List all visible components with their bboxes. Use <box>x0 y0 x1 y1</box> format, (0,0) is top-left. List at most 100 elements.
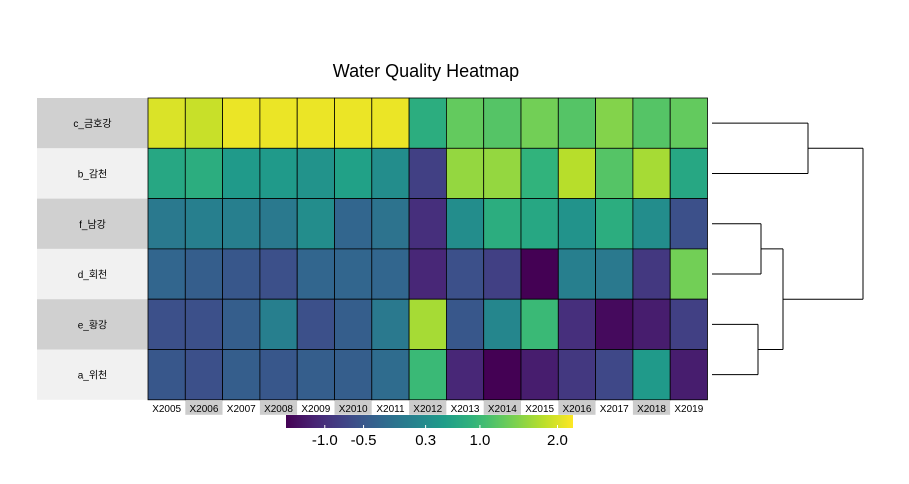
heatmap-cell <box>669 97 708 149</box>
heatmap-cell <box>595 97 634 149</box>
heatmap-cell <box>147 298 186 350</box>
column-label: X2017 <box>600 404 629 415</box>
column-label-strip <box>409 400 447 415</box>
row-label-group: c_금호강 b_감천 f_남강 d_회천 e_황강 a_위천 <box>37 98 148 400</box>
heatmap-cell <box>259 198 298 250</box>
heatmap-cell <box>296 349 335 401</box>
column-label: X2018 <box>637 404 666 415</box>
column-label: X2006 <box>189 404 218 415</box>
heatmap-cell <box>408 349 447 401</box>
heatmap-cell <box>483 198 522 250</box>
heatmap-cell <box>595 147 634 200</box>
heatmap-cell <box>334 298 373 350</box>
heatmap-cell <box>632 147 671 200</box>
column-label-strip <box>521 400 559 415</box>
heatmap-cell <box>296 298 335 350</box>
column-label: X2016 <box>562 404 591 415</box>
heatmap-cell <box>259 298 298 350</box>
heatmap-cell <box>520 147 559 200</box>
heatmap-cell <box>483 147 522 200</box>
heatmap-cell <box>296 147 335 200</box>
heatmap-cell <box>184 349 224 401</box>
column-label-strip <box>259 400 298 415</box>
column-label: X2007 <box>227 404 256 415</box>
color-scale-tick-label: 0.3 <box>415 432 436 449</box>
heatmap-cell <box>371 298 410 350</box>
heatmap-cell <box>259 97 298 149</box>
row-label: a_위천 <box>78 369 108 382</box>
heatmap-cell <box>334 97 373 149</box>
heatmap-cell <box>184 248 224 300</box>
row-label-strip <box>37 148 148 199</box>
row-label-strip <box>37 349 148 400</box>
heatmap-cell <box>408 298 447 350</box>
color-scale-tick-label: 1.0 <box>469 432 490 449</box>
heatmap-cell <box>595 349 634 401</box>
color-scale-tick-label: -0.5 <box>351 432 377 449</box>
heatmap-cell <box>557 198 596 250</box>
heatmap-cell <box>259 147 298 200</box>
heatmap-cell <box>334 349 373 401</box>
heatmap-cell <box>595 298 634 350</box>
heatmap-cell <box>632 198 671 250</box>
column-label: X2005 <box>152 404 181 415</box>
row-dendrogram <box>712 122 864 376</box>
column-label: X2012 <box>413 404 442 415</box>
heatmap-cell <box>371 97 410 149</box>
row-label: d_회천 <box>78 269 108 281</box>
column-label-strip <box>595 400 633 415</box>
heatmap-cell <box>520 248 559 300</box>
row-label-strip <box>37 98 148 149</box>
column-label-strip <box>148 400 186 415</box>
heatmap-cell <box>632 97 671 149</box>
heatmap-cell <box>184 198 224 250</box>
heatmap-cell <box>334 198 373 250</box>
heatmap-cell <box>669 298 708 350</box>
chart-title: Water Quality Heatmap <box>333 61 519 81</box>
heatmap-cell <box>445 248 485 300</box>
heatmap-cell <box>669 349 708 401</box>
heatmap-cell <box>408 248 447 300</box>
heatmap-cell <box>557 349 596 401</box>
heatmap-cell <box>445 198 485 250</box>
row-label-strip <box>37 248 148 300</box>
heatmap-cells <box>147 97 708 401</box>
row-label: f_남강 <box>79 219 106 231</box>
color-scale-bar <box>286 415 573 428</box>
heatmap-cell <box>669 248 708 300</box>
heatmap-cell <box>557 248 596 300</box>
heatmap-cell <box>184 298 224 350</box>
heatmap-cell <box>259 349 298 401</box>
color-scale-legend: -1.0 -0.5 0.3 1.0 2.0 <box>286 415 573 449</box>
heatmap-cell <box>222 97 261 149</box>
column-label: X2013 <box>451 404 480 415</box>
heatmap-cell <box>296 97 335 149</box>
row-label: b_감천 <box>78 168 108 180</box>
heatmap-cell <box>147 198 186 250</box>
column-label: X2010 <box>339 404 368 415</box>
heatmap-cell <box>445 147 485 200</box>
column-label-strip <box>371 400 410 415</box>
row-label-strip <box>37 299 148 350</box>
column-label-strip <box>632 400 671 415</box>
column-label-strip <box>446 400 484 415</box>
heatmap-cell <box>147 349 186 401</box>
heatmap-cell <box>445 298 485 350</box>
heatmap-cell <box>632 349 671 401</box>
heatmap-cell <box>520 97 559 149</box>
heatmap-cell <box>557 147 596 200</box>
heatmap-cell <box>669 198 708 250</box>
column-label: X2014 <box>488 404 517 415</box>
heatmap-cell <box>184 97 224 149</box>
heatmap-cell <box>147 147 186 200</box>
column-label-strip <box>334 400 372 415</box>
heatmap-cell <box>408 198 447 250</box>
heatmap-cell <box>595 248 634 300</box>
heatmap-cell <box>483 349 522 401</box>
heatmap-cell <box>222 298 261 350</box>
heatmap-cell <box>334 147 373 200</box>
column-label-strip <box>222 400 260 415</box>
heatmap-cell <box>445 97 485 149</box>
heatmap-cell <box>595 198 634 250</box>
